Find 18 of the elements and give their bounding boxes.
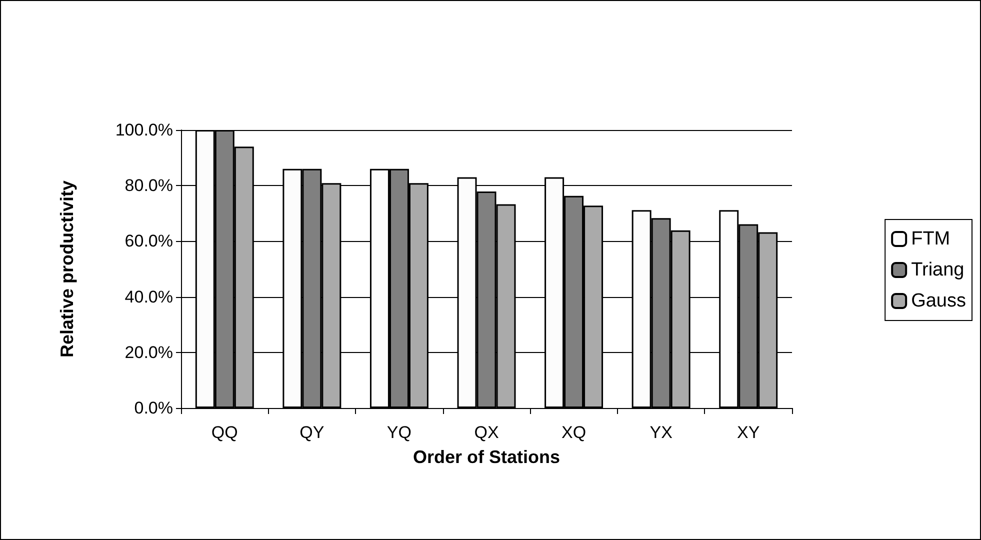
- y-tick-label: 0.0%: [134, 398, 173, 418]
- x-tick-label: QQ: [211, 423, 238, 442]
- y-tick-label: 100.0%: [115, 120, 173, 140]
- x-tick-label: XQ: [562, 423, 586, 442]
- x-tick-label: YX: [650, 423, 672, 442]
- x-tick-label: XY: [737, 423, 760, 442]
- y-tick-label: 40.0%: [124, 287, 173, 306]
- y-tick-label: 60.0%: [124, 232, 173, 251]
- legend-label: Gauss: [911, 290, 966, 312]
- y-tick-label: 20.0%: [124, 342, 173, 362]
- x-axis-title: Order of Stations: [412, 447, 560, 467]
- legend-label: FTM: [911, 228, 950, 250]
- x-tick-label: QX: [474, 423, 499, 442]
- legend-label: Triang: [911, 260, 964, 280]
- x-tick-label: YQ: [386, 423, 412, 442]
- y-tick-label: 80.0%: [124, 176, 173, 196]
- y-axis-title: Relative productivity: [57, 180, 77, 358]
- x-tick-label: QY: [300, 423, 324, 442]
